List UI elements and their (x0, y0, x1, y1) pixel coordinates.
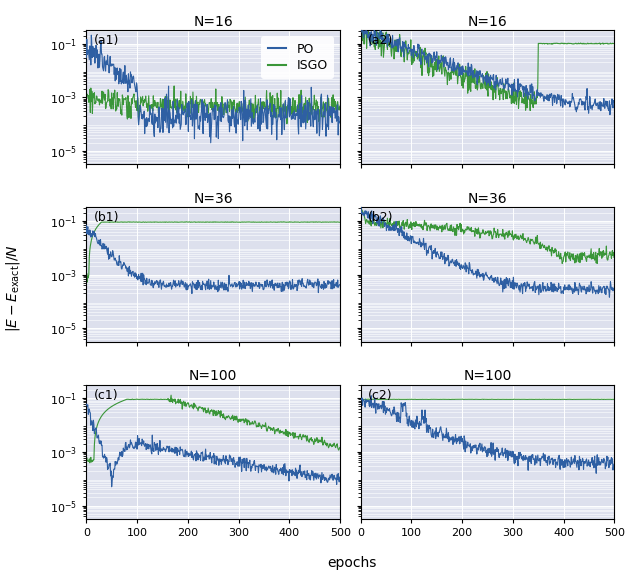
Text: (c2): (c2) (368, 389, 393, 401)
Title: N=100: N=100 (463, 369, 512, 384)
Title: N=100: N=100 (189, 369, 237, 384)
Title: N=36: N=36 (468, 192, 508, 206)
Text: epochs: epochs (327, 556, 377, 570)
Title: N=16: N=16 (468, 15, 508, 29)
Text: (c1): (c1) (94, 389, 118, 401)
Text: (b2): (b2) (368, 211, 394, 225)
Legend: PO, ISGO: PO, ISGO (262, 36, 334, 79)
Text: (a2): (a2) (368, 34, 394, 47)
Title: N=36: N=36 (193, 192, 233, 206)
Text: (b1): (b1) (94, 211, 120, 225)
Title: N=16: N=16 (193, 15, 233, 29)
Text: $|E - E_{\mathrm{exact}}|/N$: $|E - E_{\mathrm{exact}}|/N$ (4, 244, 22, 332)
Text: (a1): (a1) (94, 34, 119, 47)
